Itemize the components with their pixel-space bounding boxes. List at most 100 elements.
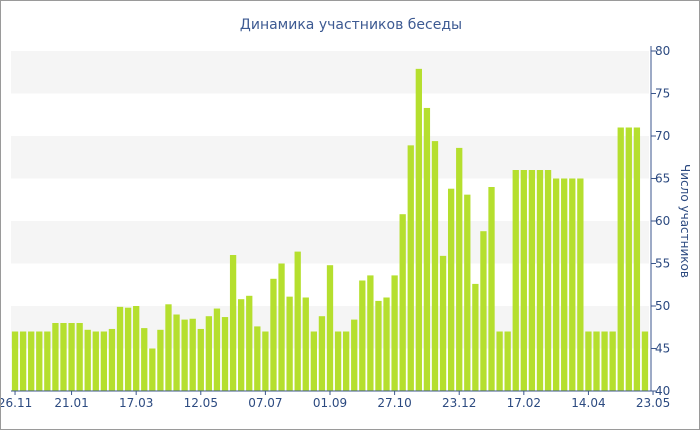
bar	[367, 275, 374, 391]
bar	[512, 170, 519, 391]
y-tick-label: 75	[655, 87, 670, 101]
bar	[593, 331, 600, 391]
y-tick-label: 80	[655, 44, 670, 58]
x-tick-label: 12.05	[184, 396, 218, 410]
bar	[383, 297, 390, 391]
bar	[36, 331, 43, 391]
bar	[238, 299, 245, 391]
x-tick-label: 14.04	[571, 396, 605, 410]
y-tick-label: 45	[655, 342, 670, 356]
y-tick-label: 60	[655, 214, 670, 228]
bar	[68, 323, 75, 391]
x-tick-label: 17.03	[119, 396, 153, 410]
bar	[480, 231, 487, 391]
bar	[11, 331, 19, 391]
bar	[157, 329, 164, 391]
x-tick-label: 01.09	[313, 396, 347, 410]
bar	[536, 170, 544, 391]
bar	[439, 255, 447, 391]
bar	[351, 319, 358, 391]
bar	[488, 187, 495, 391]
bar	[221, 317, 229, 391]
bar	[641, 331, 649, 391]
bar	[375, 300, 382, 391]
bar	[254, 326, 261, 391]
bar	[399, 214, 406, 391]
bar	[407, 145, 414, 391]
bar	[229, 255, 237, 391]
bar	[270, 278, 277, 391]
x-tick-label: 26.11	[1, 396, 32, 410]
bar	[278, 263, 285, 391]
bar	[84, 329, 91, 391]
bar	[577, 178, 584, 391]
bar	[286, 296, 293, 391]
x-tick-label: 17.02	[507, 396, 541, 410]
bar	[76, 323, 83, 391]
bar	[464, 194, 471, 391]
x-axis: 26.11 21.01 17.03 12.05 07.07 01.09 27.10 23.12…	[1, 390, 670, 410]
bar	[472, 283, 479, 391]
bar	[544, 170, 552, 391]
bar	[528, 170, 536, 391]
bar	[141, 328, 148, 391]
grid-band	[11, 136, 649, 179]
x-tick-label: 27.10	[377, 396, 411, 410]
bar	[359, 280, 366, 391]
bar	[318, 316, 326, 391]
grid-band	[11, 51, 649, 94]
bar	[520, 170, 527, 391]
bar	[496, 331, 503, 391]
bar	[585, 331, 592, 391]
x-tick-label: 21.01	[54, 396, 88, 410]
bar	[108, 328, 116, 391]
bar	[561, 178, 568, 391]
bar	[302, 297, 309, 391]
bar	[456, 147, 463, 391]
bar	[326, 265, 334, 391]
bar	[447, 188, 455, 391]
bar	[149, 348, 156, 391]
chart-title: Динамика участников беседы	[240, 17, 462, 33]
y-tick-label: 55	[655, 257, 670, 271]
bar	[124, 307, 132, 391]
y-tick-label: 50	[655, 299, 670, 313]
bar	[310, 331, 317, 391]
bar	[633, 127, 641, 391]
bar	[423, 107, 431, 391]
bars	[11, 68, 649, 391]
y-tick-label: 40	[655, 384, 670, 398]
bar	[205, 316, 213, 391]
bar	[92, 331, 99, 391]
bar	[334, 331, 342, 391]
bar	[19, 331, 27, 391]
bar	[601, 331, 608, 391]
bar	[609, 331, 616, 391]
bar	[173, 314, 180, 391]
bar	[28, 331, 35, 391]
bar	[197, 328, 204, 391]
bar	[44, 331, 51, 391]
y-tick-label: 65	[655, 172, 670, 186]
x-tick-label: 07.07	[248, 396, 282, 410]
bar	[617, 127, 624, 391]
bar	[431, 141, 439, 391]
bar	[116, 306, 124, 391]
bar	[391, 275, 398, 391]
bar	[165, 304, 172, 391]
bar	[52, 323, 59, 391]
bar	[415, 68, 422, 391]
bar	[552, 178, 560, 391]
y-tick-label: 70	[655, 129, 670, 143]
bar	[569, 178, 576, 391]
bar	[294, 251, 301, 391]
y-axis: 40 45 50 55 60 65 70 75 80	[650, 44, 670, 398]
bar	[262, 331, 269, 391]
bar	[133, 306, 140, 391]
x-tick-label: 23.05	[636, 396, 670, 410]
bar	[504, 331, 511, 391]
bar	[189, 318, 196, 391]
y-axis-label: Число участников	[678, 164, 692, 278]
